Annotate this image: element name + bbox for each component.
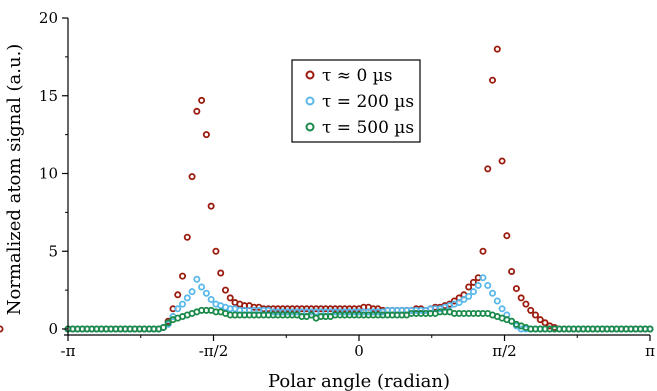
point xyxy=(164,319,172,327)
point xyxy=(174,305,182,313)
point xyxy=(217,269,225,277)
point xyxy=(198,283,206,291)
x-axis-label: Polar angle (radian) xyxy=(268,371,450,391)
y-axis-label: Normalized atom signal (a.u.) xyxy=(4,44,25,316)
point xyxy=(455,299,463,307)
point xyxy=(179,300,187,308)
point xyxy=(188,288,196,296)
point xyxy=(212,247,220,255)
point xyxy=(174,291,182,299)
point xyxy=(489,289,497,297)
axes: 0 5 10 15 20 -π -π/2 0 π/2 π xyxy=(39,9,655,360)
point xyxy=(484,281,492,289)
point xyxy=(508,267,516,275)
legend: τ ≈ 0 µs τ = 200 µs τ = 500 µs xyxy=(291,59,421,143)
y-tick-label: 5 xyxy=(48,242,58,260)
legend-marker xyxy=(305,70,315,80)
y-tick-label: 15 xyxy=(39,87,58,105)
point xyxy=(484,165,492,173)
y-tick-label: 10 xyxy=(39,165,58,183)
point xyxy=(0,325,4,333)
data-points xyxy=(0,45,654,333)
point xyxy=(226,294,234,302)
point xyxy=(307,311,315,319)
point xyxy=(198,96,206,104)
point xyxy=(479,274,487,282)
point xyxy=(179,272,187,280)
point xyxy=(493,297,501,305)
point xyxy=(508,317,516,325)
y-tick-label: 0 xyxy=(48,320,58,338)
legend-label: τ ≈ 0 µs xyxy=(322,66,392,86)
x-tick-label: π/2 xyxy=(492,342,516,360)
series-3 xyxy=(64,306,654,333)
point xyxy=(183,294,191,302)
point xyxy=(465,283,473,291)
point xyxy=(465,292,473,300)
point xyxy=(474,281,482,289)
point xyxy=(207,295,215,303)
point xyxy=(188,173,196,181)
point xyxy=(183,233,191,241)
point xyxy=(207,202,215,210)
point xyxy=(193,107,201,115)
legend-label: τ = 200 µs xyxy=(322,92,414,112)
x-tick-label: π xyxy=(645,342,655,360)
point xyxy=(541,319,549,327)
point xyxy=(202,131,210,139)
point xyxy=(193,275,201,283)
point xyxy=(498,157,506,165)
point xyxy=(159,323,167,331)
point xyxy=(489,76,497,84)
x-tick-label: 0 xyxy=(354,342,364,360)
point xyxy=(531,311,539,319)
point xyxy=(479,247,487,255)
x-tick-label: -π xyxy=(61,342,76,360)
point xyxy=(493,45,501,53)
legend-marker xyxy=(305,96,315,106)
legend-marker xyxy=(305,122,315,132)
point xyxy=(202,289,210,297)
point xyxy=(221,286,229,294)
point xyxy=(469,288,477,296)
legend-label: τ = 500 µs xyxy=(322,118,414,138)
x-tick-label: -π/2 xyxy=(199,342,229,360)
point xyxy=(460,295,468,303)
point xyxy=(527,306,535,314)
point xyxy=(646,325,654,333)
point xyxy=(503,232,511,240)
point xyxy=(536,316,544,324)
point xyxy=(517,294,525,302)
series-2 xyxy=(64,274,654,333)
y-tick-label: 20 xyxy=(39,9,58,27)
point xyxy=(469,278,477,286)
point xyxy=(512,285,520,293)
point xyxy=(498,305,506,313)
point xyxy=(522,300,530,308)
